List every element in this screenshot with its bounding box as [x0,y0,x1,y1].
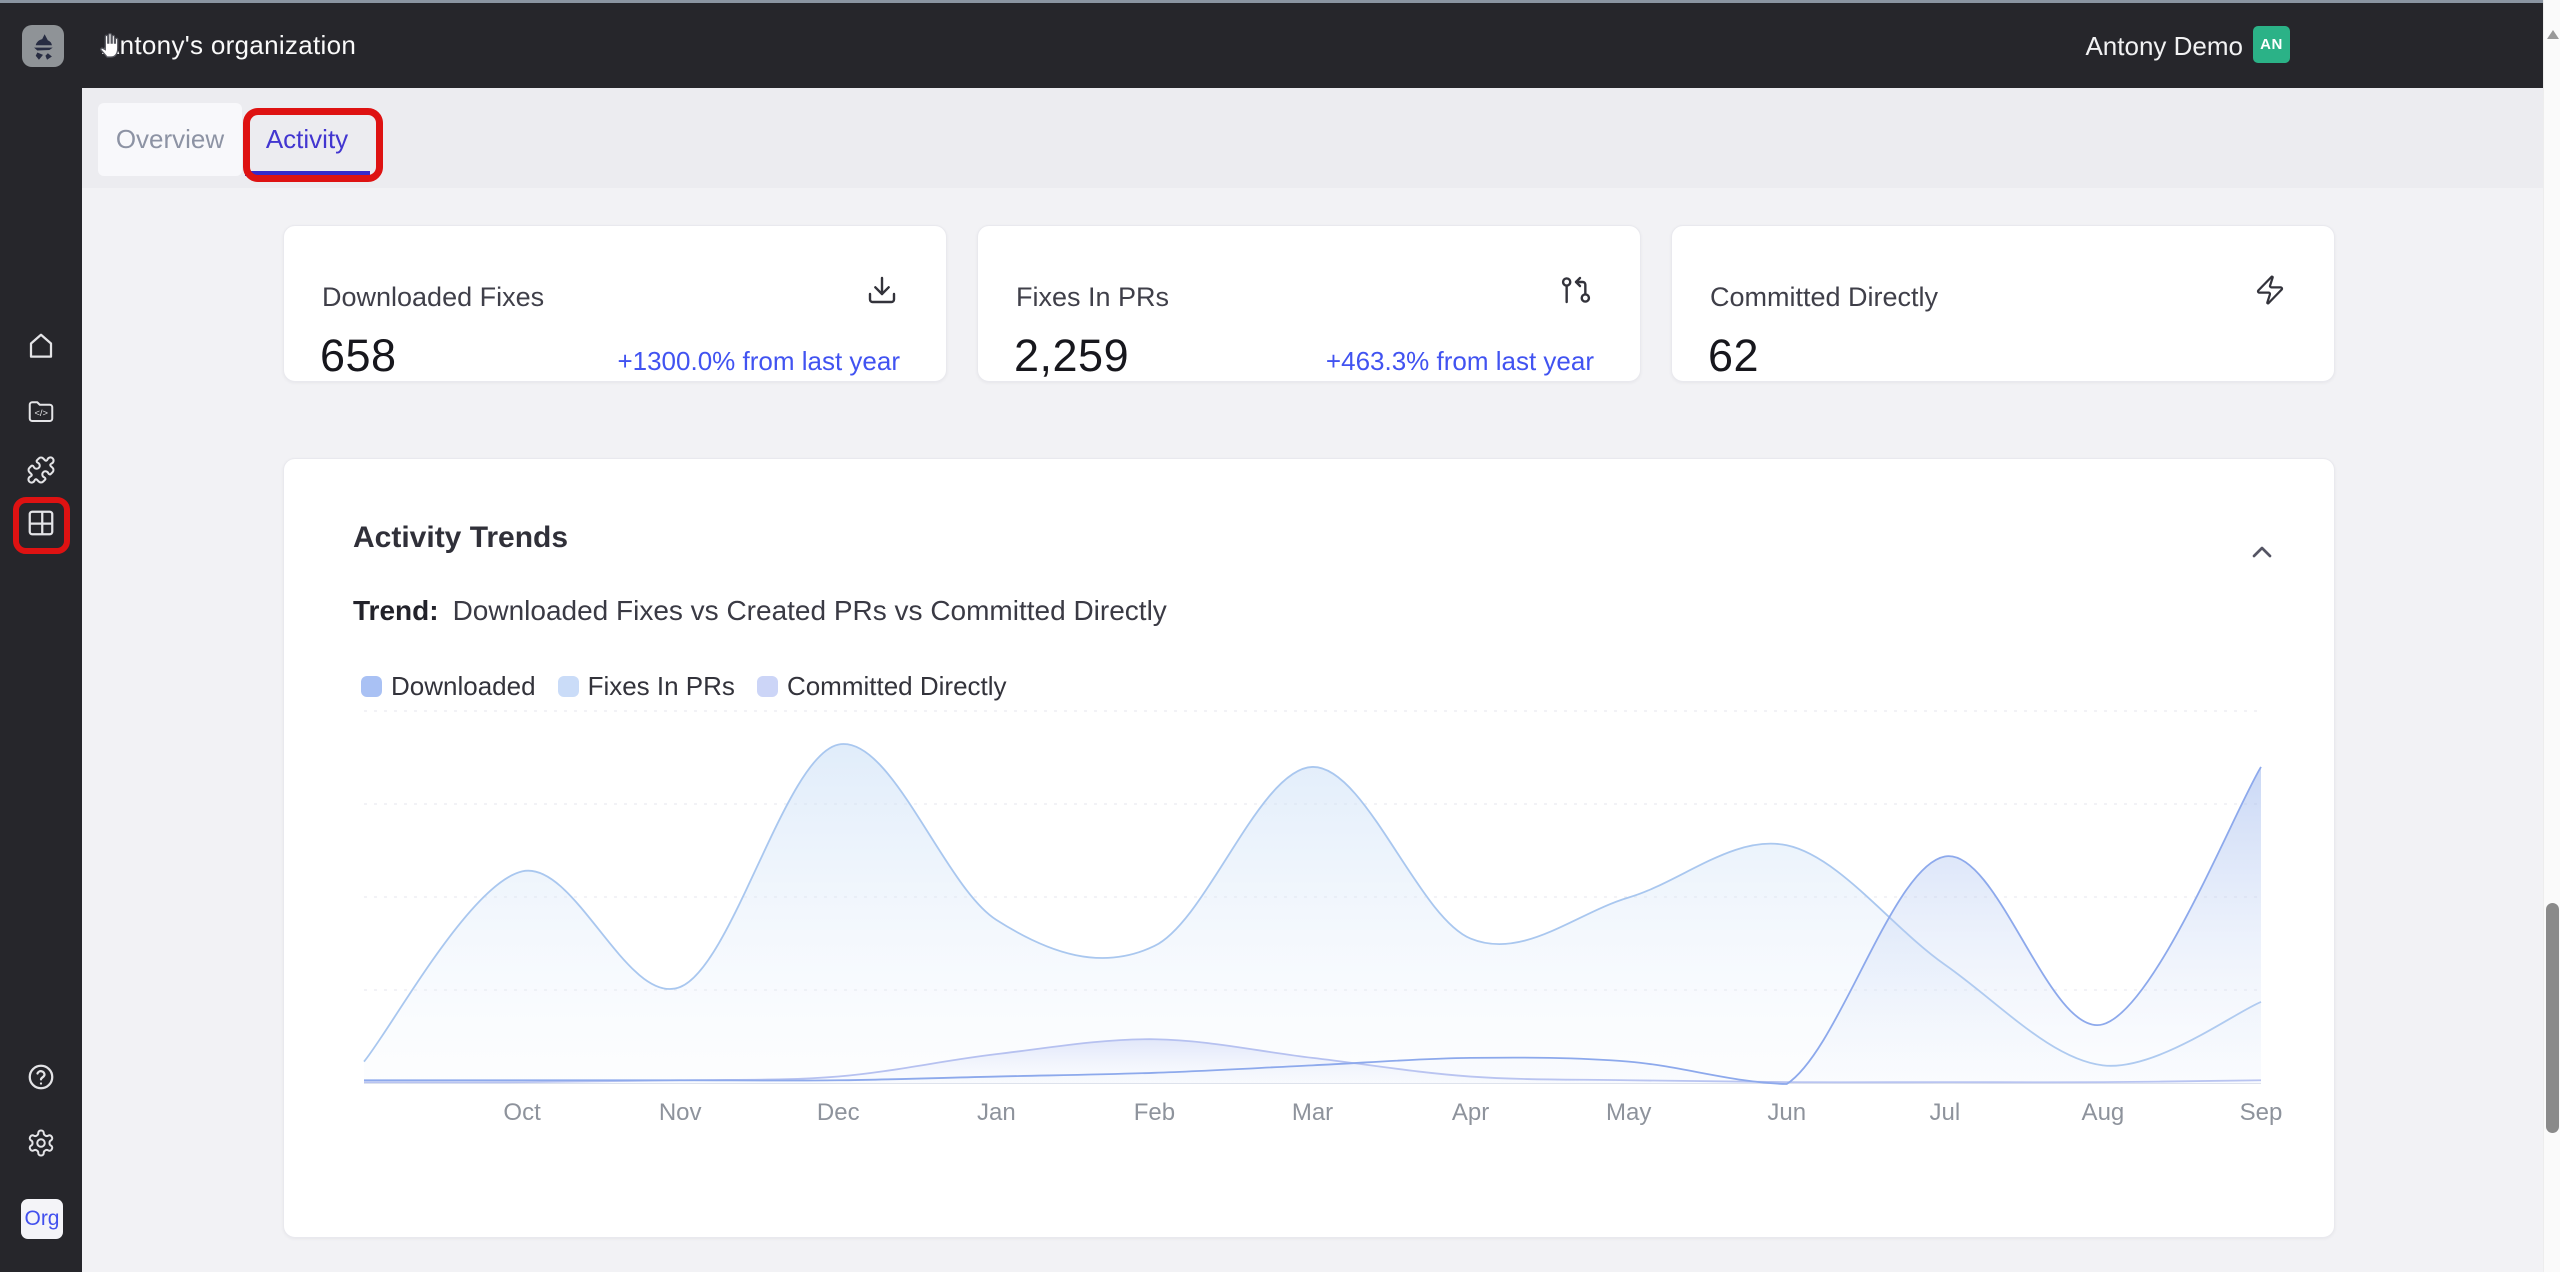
stat-delta: +1300.0% from last year [617,346,900,377]
trend-subtitle: Trend: Downloaded Fixes vs Created PRs vs… [353,595,1167,627]
app-logo[interactable] [22,25,64,67]
x-axis-label: Jan [977,1099,1016,1127]
legend-item: Downloaded [361,671,536,702]
scrollbar-up-arrow-icon[interactable] [2547,30,2559,39]
x-axis-label: Sep [2240,1099,2283,1127]
trend-label: Trend: [353,595,439,626]
x-axis-label: Mar [1292,1099,1333,1127]
tab-bar: Overview Activity [82,88,2543,188]
x-axis-label: Feb [1134,1099,1175,1127]
x-axis-label: Aug [2082,1099,2125,1127]
legend-swatch [558,676,579,697]
stat-card-downloaded-fixes: Downloaded Fixes 658 +1300.0% from last … [283,225,947,382]
sidebar-item-projects[interactable]: </> [26,396,56,426]
collapse-chevron-up-icon[interactable] [2242,533,2282,573]
stat-title: Downloaded Fixes [322,282,544,313]
download-icon [866,274,898,306]
legend-item: Committed Directly [757,671,1007,702]
sidebar-item-help[interactable] [26,1062,56,1092]
legend-swatch [757,676,778,697]
stat-title: Committed Directly [1710,282,1938,313]
stat-delta: +463.3% from last year [1326,346,1594,377]
stat-title: Fixes In PRs [1016,282,1169,313]
sidebar-item-settings[interactable] [26,1128,56,1158]
scrollbar-thumb[interactable] [2546,903,2559,1133]
tab-overview[interactable]: Overview [98,103,242,176]
window-top-edge [0,0,2560,3]
legend-item: Fixes In PRs [558,671,735,702]
sidebar-item-integrations[interactable] [26,455,56,485]
sidebar-item-dashboard[interactable] [26,508,56,538]
avatar[interactable]: AN [2253,26,2290,63]
activity-trends-card: Activity Trends Trend: Downloaded Fixes v… [283,458,2335,1238]
sidebar-item-home[interactable] [26,331,56,361]
user-name: Antony Demo [2085,31,2243,62]
x-axis-label: Apr [1452,1099,1489,1127]
org-badge[interactable]: Org [21,1199,63,1239]
legend-label: Committed Directly [787,671,1007,702]
x-axis-label: Dec [817,1099,860,1127]
stat-value: 658 [320,330,397,382]
tab-activity[interactable]: Activity [242,103,372,176]
card-title: Activity Trends [353,521,568,555]
x-axis-label: Nov [659,1099,702,1127]
x-axis-label: Jul [1929,1099,1960,1127]
vertical-scrollbar [2543,0,2560,1272]
cursor-pointer-icon [96,30,122,65]
stat-value: 2,259 [1014,330,1129,382]
x-axis: OctNovDecJanFebMarAprMayJunJulAugSep [364,1099,2261,1129]
topbar: Antony's organization Antony Demo AN [0,0,2543,88]
svg-text:</>: </> [34,408,48,418]
pull-request-icon [1560,274,1592,306]
x-axis-label: Oct [503,1099,540,1127]
chart-legend: Downloaded Fixes In PRs Committed Directly [361,671,1007,702]
x-axis-label: Jun [1767,1099,1806,1127]
activity-trends-chart [364,707,2261,1084]
x-axis-label: May [1606,1099,1651,1127]
stat-card-committed-directly: Committed Directly 62 [1671,225,2335,382]
app-window: Antony's organization Antony Demo AN </> [0,0,2560,1272]
legend-label: Fixes In PRs [588,671,735,702]
org-title: Antony's organization [102,30,356,61]
sidebar: </> Org [0,0,82,1272]
trend-text: Downloaded Fixes vs Created PRs vs Commi… [453,595,1167,626]
lightning-icon [2254,274,2286,306]
stat-card-fixes-in-prs: Fixes In PRs 2,259 +463.3% from last yea… [977,225,1641,382]
legend-label: Downloaded [391,671,536,702]
active-tab-underline [245,171,370,176]
legend-swatch [361,676,382,697]
stat-value: 62 [1708,330,1759,382]
